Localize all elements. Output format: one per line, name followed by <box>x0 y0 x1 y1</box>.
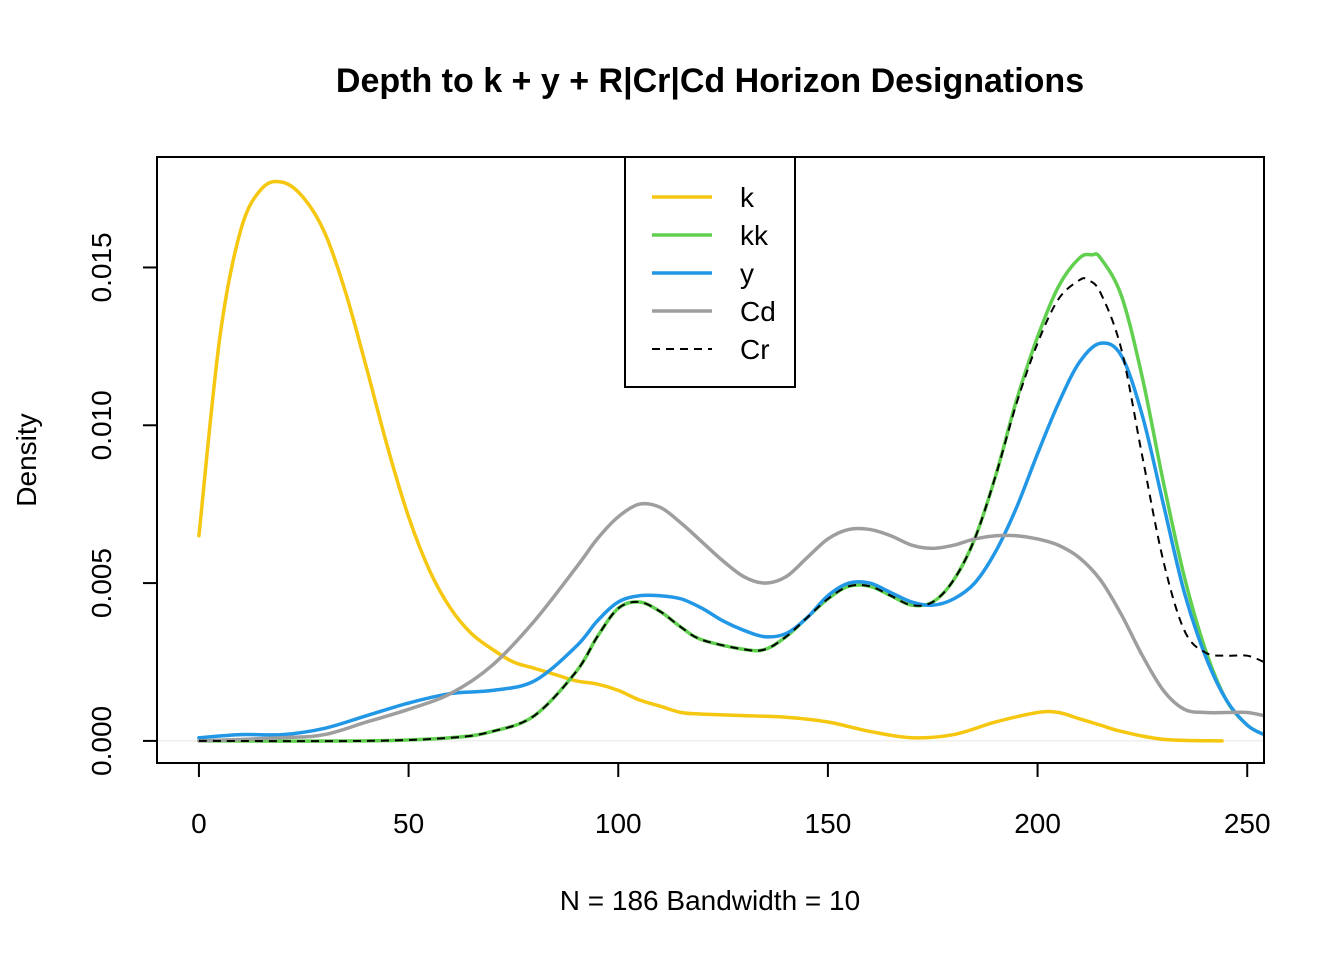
legend-label-y: y <box>740 258 754 289</box>
y-axis-label: Density <box>11 413 42 506</box>
x-tick-label: 0 <box>191 808 207 839</box>
legend-label-cr: Cr <box>740 334 770 365</box>
x-tick-label: 200 <box>1014 808 1061 839</box>
y-tick-label: 0.000 <box>86 706 117 776</box>
series-line-cr <box>198 277 1264 743</box>
legend-label-k: k <box>740 182 755 213</box>
x-axis-label: N = 186 Bandwidth = 10 <box>560 885 860 916</box>
y-tick-label: 0.010 <box>86 390 117 460</box>
y-tick-label: 0.015 <box>86 232 117 302</box>
x-axis: 0 50 100 150 200 250 <box>191 762 1271 839</box>
x-tick-label: 50 <box>393 808 424 839</box>
series-line-cd <box>197 501 1264 743</box>
legend-label-cd: Cd <box>740 296 776 327</box>
legend-label-kk: kk <box>740 220 769 251</box>
x-tick-label: 100 <box>595 808 642 839</box>
series-layer <box>197 179 1264 743</box>
y-tick-label: 0.005 <box>86 548 117 618</box>
series-line-y <box>197 341 1264 740</box>
x-tick-label: 150 <box>805 808 852 839</box>
series-line-k <box>197 179 1224 743</box>
chart-title: Depth to k + y + R|Cr|Cd Horizon Designa… <box>336 62 1084 100</box>
x-tick-label: 250 <box>1224 808 1271 839</box>
y-axis: 0.000 0.005 0.010 0.015 <box>86 232 158 776</box>
